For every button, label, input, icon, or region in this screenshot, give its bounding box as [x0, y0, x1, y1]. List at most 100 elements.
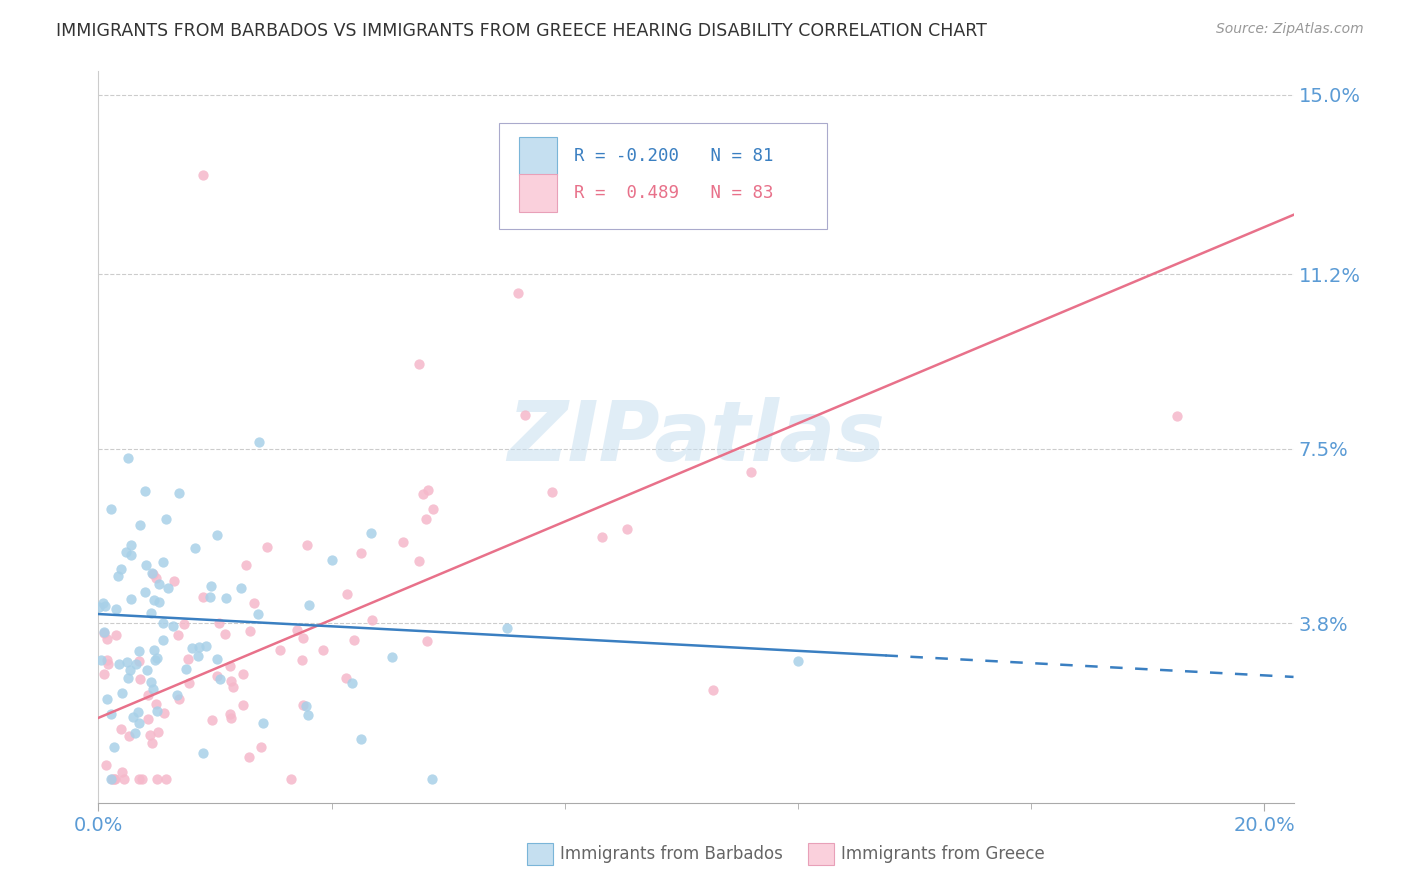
Immigrants from Barbados	[120, 591, 142, 606]
Immigrants from Barbados	[246, 607, 269, 622]
Immigrants from Barbados	[787, 654, 810, 668]
Immigrants from Greece	[110, 722, 132, 736]
Immigrants from Barbados	[103, 739, 125, 754]
Immigrants from Greece	[131, 772, 153, 787]
Immigrants from Barbados	[124, 726, 146, 740]
Immigrants from Barbados	[380, 649, 402, 664]
Immigrants from Greece	[148, 725, 170, 739]
Immigrants from Barbados	[111, 686, 134, 700]
Immigrants from Greece	[208, 615, 231, 630]
Immigrants from Barbados	[145, 651, 167, 665]
Immigrants from Barbados	[120, 549, 142, 563]
Immigrants from Barbados	[142, 593, 165, 607]
Immigrants from Barbados	[141, 566, 163, 581]
Immigrants from Barbados	[100, 772, 122, 787]
Immigrants from Greece	[205, 669, 228, 683]
Text: IMMIGRANTS FROM BARBADOS VS IMMIGRANTS FROM GREECE HEARING DISABILITY CORRELATIO: IMMIGRANTS FROM BARBADOS VS IMMIGRANTS F…	[56, 22, 987, 40]
Immigrants from Greece	[136, 712, 159, 726]
Immigrants from Barbados	[87, 599, 110, 614]
Immigrants from Barbados	[176, 662, 198, 676]
Immigrants from Greece	[112, 772, 135, 787]
FancyBboxPatch shape	[527, 843, 553, 865]
Immigrants from Greece	[269, 643, 291, 657]
Immigrants from Greece	[167, 692, 190, 706]
Immigrants from Greece	[616, 522, 638, 536]
Immigrants from Greece	[416, 483, 439, 497]
Immigrants from Greece	[291, 631, 314, 645]
Immigrants from Greece	[136, 688, 159, 702]
Immigrants from Greece	[97, 657, 120, 672]
Immigrants from Barbados	[249, 434, 271, 449]
Immigrants from Greece	[214, 627, 236, 641]
Immigrants from Barbados	[162, 618, 184, 632]
Immigrants from Greece	[408, 357, 430, 371]
Immigrants from Greece	[243, 596, 266, 610]
FancyBboxPatch shape	[519, 174, 557, 211]
Immigrants from Barbados	[420, 772, 443, 787]
Immigrants from Greece	[145, 772, 167, 787]
Immigrants from Barbados	[297, 708, 319, 723]
Immigrants from Barbados	[152, 633, 174, 648]
Text: R = -0.200   N = 81: R = -0.200 N = 81	[574, 147, 773, 165]
Immigrants from Greece	[128, 772, 150, 787]
Immigrants from Greece	[218, 707, 240, 722]
Immigrants from Barbados	[100, 706, 122, 721]
Text: Immigrants from Barbados: Immigrants from Barbados	[560, 845, 783, 863]
Immigrants from Greece	[173, 617, 195, 632]
Immigrants from Barbados	[93, 625, 115, 640]
Immigrants from Greece	[702, 682, 724, 697]
Immigrants from Barbados	[136, 663, 159, 677]
Immigrants from Greece	[219, 659, 242, 673]
Immigrants from Greece	[239, 624, 262, 638]
Immigrants from Greece	[103, 772, 125, 787]
Immigrants from Barbados	[321, 553, 343, 567]
Immigrants from Barbados	[100, 502, 122, 516]
Immigrants from Barbados	[94, 599, 117, 613]
Immigrants from Barbados	[166, 688, 188, 702]
Immigrants from Barbados	[135, 558, 157, 573]
Immigrants from Greece	[256, 540, 278, 554]
Immigrants from Barbados	[156, 581, 179, 595]
Immigrants from Barbados	[141, 675, 163, 690]
Immigrants from Barbados	[294, 699, 316, 714]
Immigrants from Greece	[177, 676, 200, 690]
Immigrants from Greece	[740, 465, 762, 479]
FancyBboxPatch shape	[519, 137, 557, 175]
Immigrants from Greece	[287, 624, 309, 638]
Text: ZIPatlas: ZIPatlas	[508, 397, 884, 477]
Immigrants from Greece	[412, 487, 434, 501]
Immigrants from Greece	[118, 729, 141, 743]
Immigrants from Greece	[176, 652, 198, 666]
Immigrants from Barbados	[96, 692, 118, 706]
Immigrants from Greece	[508, 286, 530, 301]
FancyBboxPatch shape	[808, 843, 834, 865]
Immigrants from Greece	[93, 666, 115, 681]
Immigrants from Greece	[163, 574, 186, 589]
Immigrants from Greece	[343, 633, 366, 648]
Immigrants from Barbados	[127, 705, 149, 719]
Immigrants from Barbados	[155, 512, 177, 526]
Immigrants from Greece	[232, 698, 254, 712]
Immigrants from Greece	[335, 671, 357, 685]
Immigrants from Greece	[1166, 409, 1188, 423]
Immigrants from Barbados	[120, 538, 142, 552]
Immigrants from Greece	[591, 530, 613, 544]
Immigrants from Greece	[361, 613, 384, 627]
Immigrants from Greece	[416, 633, 439, 648]
Immigrants from Greece	[350, 546, 373, 560]
Immigrants from Greece	[155, 772, 177, 787]
Immigrants from Greece	[110, 765, 132, 780]
Immigrants from Greece	[540, 484, 562, 499]
Immigrants from Barbados	[115, 655, 138, 669]
Immigrants from Barbados	[205, 652, 228, 666]
Immigrants from Greece	[221, 711, 243, 725]
Immigrants from Greece	[295, 538, 318, 552]
Immigrants from Greece	[291, 698, 314, 712]
Immigrants from Barbados	[148, 577, 170, 591]
Immigrants from Barbados	[148, 595, 170, 609]
Immigrants from Barbados	[146, 704, 169, 718]
Immigrants from Barbados	[118, 663, 141, 677]
Immigrants from Greece	[96, 758, 118, 772]
Immigrants from Barbados	[121, 710, 143, 724]
Immigrants from Greece	[250, 739, 273, 754]
